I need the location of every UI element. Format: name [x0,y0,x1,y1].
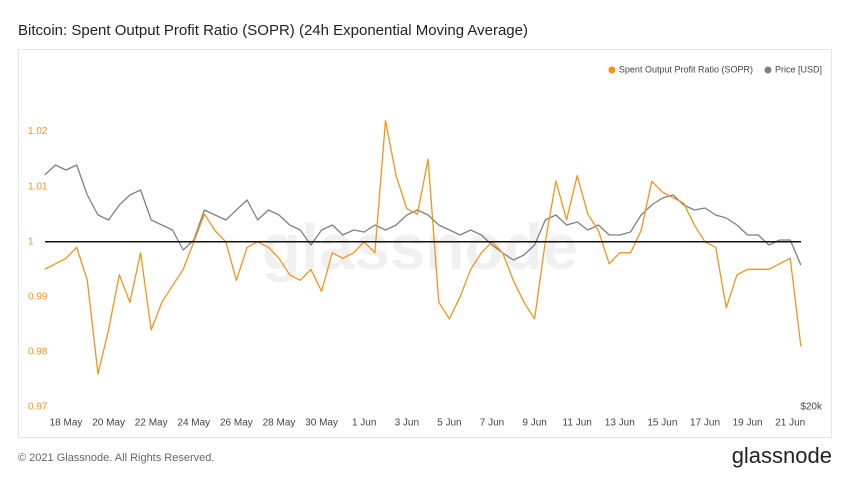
x-tick-label: 1 Jun [352,418,376,429]
x-tick-label: 5 Jun [437,418,461,429]
x-tick-label: 11 Jun [563,418,592,429]
y2-tick-label: $20k [800,402,823,413]
legend: Price [USD] Spent Output Profit Ratio (SO… [608,64,822,74]
series-line [44,164,802,266]
y-tick-label: 0.98 [28,347,48,358]
x-tick-label: 13 Jun [605,418,635,429]
y-tick-label: 0.99 [28,291,48,302]
chart-title: Bitcoin: Spent Output Profit Ratio (SOPR… [18,22,528,39]
y-tick-label: 1.01 [28,181,48,192]
x-tick-label: 22 May [135,418,168,429]
x-tick-label: 30 May [305,418,338,429]
chart-frame [18,49,832,438]
legend-label: Spent Output Profit Ratio (SOPR) [619,64,753,74]
copyright: © 2021 Glassnode. All Rights Reserved. [18,452,214,464]
x-tick-label: 21 Jun [775,418,805,429]
logo: glassnode [732,443,832,468]
x-tick-label: 3 Jun [395,418,419,429]
x-tick-label: 15 Jun [647,418,677,429]
x-tick-label: 17 Jun [690,418,720,429]
x-tick-label: 7 Jun [480,418,504,429]
x-tick-label: 18 May [50,418,83,429]
x-tick-label: 28 May [263,418,296,429]
watermark: glassnode [262,211,579,283]
legend-swatch [764,66,772,74]
y-tick-label: 1 [28,236,34,247]
legend-swatch [608,66,616,74]
x-tick-label: 20 May [92,418,125,429]
x-tick-label: 26 May [220,418,253,429]
y-tick-label: 0.97 [28,402,48,413]
x-tick-label: 19 Jun [733,418,763,429]
x-tick-label: 24 May [177,418,210,429]
legend-label: Price [USD] [775,64,822,74]
x-tick-label: 9 Jun [522,418,546,429]
y-tick-label: 1.02 [28,126,48,137]
series-line [44,119,802,375]
